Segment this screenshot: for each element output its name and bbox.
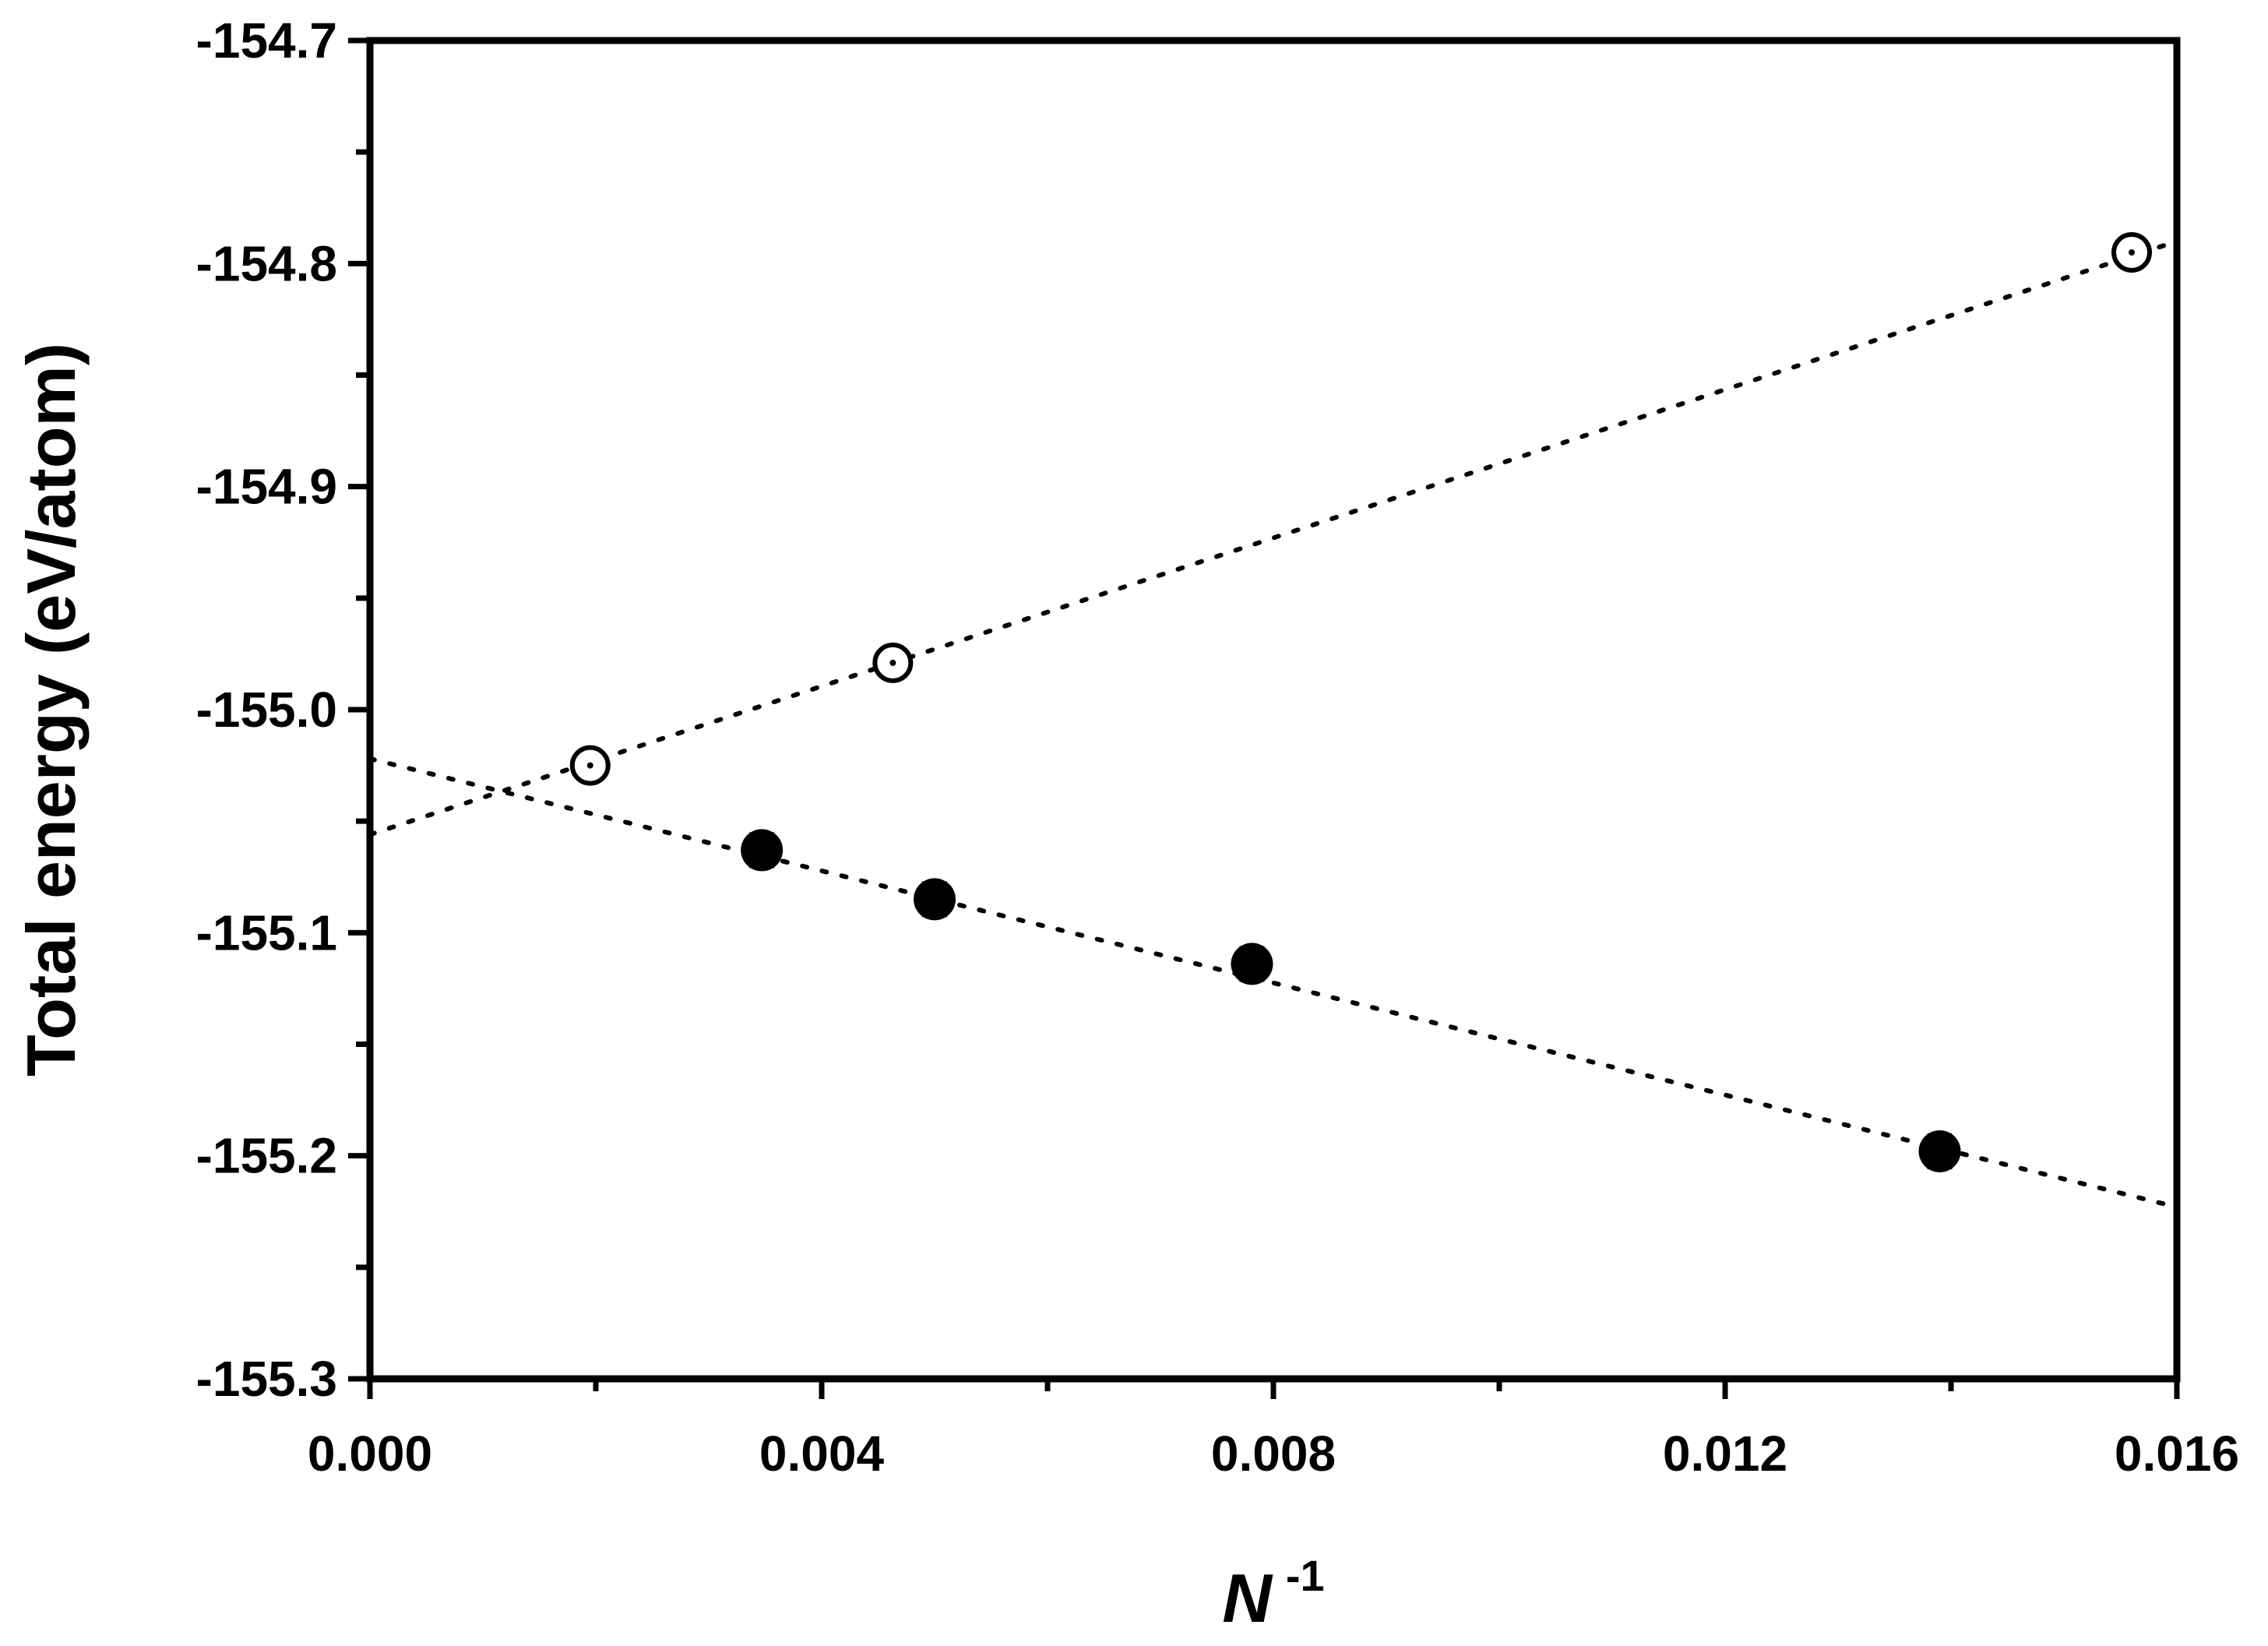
data-points bbox=[569, 232, 2152, 1172]
y-tick-label: -154.7 bbox=[196, 12, 337, 69]
fit-line-series-1 bbox=[368, 238, 2179, 837]
x-tick-label: 0.012 bbox=[1663, 1426, 1787, 1482]
y-axis-title: Total energy (eV/atom) bbox=[12, 343, 90, 1077]
y-tick-label: -154.9 bbox=[196, 459, 337, 515]
x-axis-title-superscript: -1 bbox=[1286, 1551, 1325, 1600]
x-tick-label: 0.000 bbox=[308, 1426, 432, 1482]
y-tick-label: -155.1 bbox=[196, 904, 337, 960]
data-point-filled bbox=[914, 878, 956, 921]
y-tick-label: -154.8 bbox=[196, 235, 337, 291]
y-tick-label: -155.3 bbox=[196, 1351, 337, 1407]
plot-frame bbox=[366, 37, 2181, 1383]
y-tick-label: -155.0 bbox=[196, 682, 337, 738]
x-tick-label: 0.008 bbox=[1211, 1426, 1336, 1482]
x-axis-title-main: N bbox=[1222, 1560, 1273, 1637]
x-axis-ticks: 0.000 0.004 0.008 0.012 0.016 bbox=[308, 1379, 2239, 1482]
data-point-center-dot bbox=[889, 659, 896, 666]
y-axis-ticks: -154.7 -154.8 -154.9 -155.0 -155.1 -155.2 -155… bbox=[196, 12, 370, 1407]
x-tick-label: 0.016 bbox=[2115, 1426, 2239, 1482]
x-axis-title: N -1 bbox=[1222, 1551, 1324, 1637]
fit-lines bbox=[368, 238, 2179, 1210]
x-tick-label: 0.004 bbox=[759, 1426, 885, 1482]
data-point-filled bbox=[741, 829, 784, 872]
y-tick-label: -155.2 bbox=[196, 1128, 337, 1184]
data-point-filled bbox=[1918, 1130, 1961, 1172]
fit-line-series-2 bbox=[368, 756, 2179, 1210]
data-point-center-dot bbox=[586, 762, 593, 769]
data-point-center-dot bbox=[2129, 249, 2135, 256]
data-point-filled bbox=[1231, 943, 1273, 985]
